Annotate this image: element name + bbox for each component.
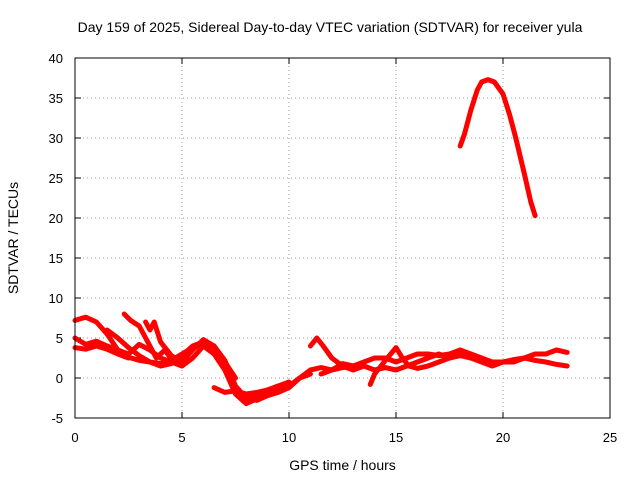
series-line-track-c — [72, 343, 131, 361]
x-tick-label: 15 — [389, 430, 403, 445]
y-tick-label: 5 — [56, 331, 63, 346]
series-line-track-b — [72, 335, 185, 369]
y-tick-label: 25 — [49, 171, 63, 186]
y-tick-label: 0 — [56, 371, 63, 386]
y-tick-label: 20 — [49, 211, 63, 226]
x-tick-label: 25 — [603, 430, 617, 445]
x-axis-label: GPS time / hours — [289, 457, 396, 473]
series-line-track-g — [211, 381, 292, 397]
series-line-track-k — [457, 77, 538, 219]
x-tick-label: 10 — [282, 430, 296, 445]
y-tick-label: -5 — [51, 411, 63, 426]
y-tick-label: 15 — [49, 251, 63, 266]
x-tick-label: 20 — [496, 430, 510, 445]
data-series — [72, 77, 570, 407]
y-tick-label: 35 — [49, 91, 63, 106]
y-tick-label: 40 — [49, 51, 63, 66]
x-tick-label: 0 — [71, 430, 78, 445]
plot-frame — [74, 57, 611, 419]
x-tick-label: 5 — [178, 430, 185, 445]
y-tick-labels: -5 0 5 10 15 20 25 30 35 40 — [49, 51, 63, 426]
series-line-track-j — [367, 345, 506, 387]
y-tick-label: 30 — [49, 131, 63, 146]
series-line-track-e — [121, 311, 313, 407]
x-tick-labels: 0 5 10 15 20 25 — [71, 430, 617, 445]
y-axis-label: SDTVAR / TECUs — [5, 182, 21, 294]
y-tick-label: 10 — [49, 291, 63, 306]
series-line-track-i — [318, 347, 570, 377]
chart-title: Day 159 of 2025, Sidereal Day-to-day VTE… — [78, 19, 583, 35]
